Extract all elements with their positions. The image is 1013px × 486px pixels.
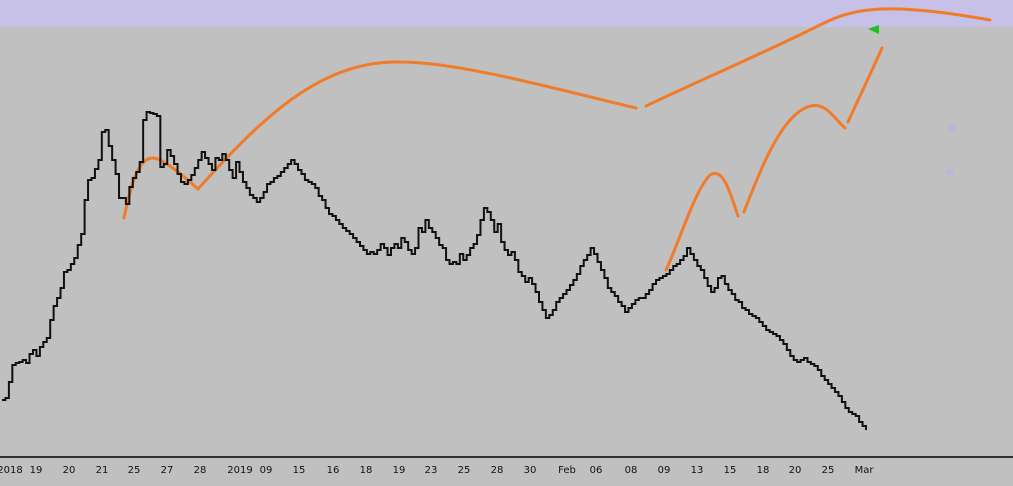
x-tick-label: 20 bbox=[789, 465, 802, 476]
x-tick-label: 27 bbox=[161, 465, 174, 476]
annotation-arc-1 bbox=[122, 60, 638, 220]
x-tick-label: 21 bbox=[96, 465, 109, 476]
annotation-arc-4 bbox=[742, 104, 847, 214]
x-tick-label: Feb bbox=[558, 465, 576, 476]
price-series bbox=[2, 111, 867, 430]
x-tick-label: 15 bbox=[293, 465, 306, 476]
x-tick-label: 20 bbox=[63, 465, 76, 476]
x-tick-label: 19 bbox=[393, 465, 406, 476]
x-tick-label: 18 bbox=[757, 465, 770, 476]
marker-dot-2 bbox=[946, 168, 954, 176]
marker-dot-1 bbox=[949, 124, 957, 132]
annotation-arc-5 bbox=[846, 46, 884, 124]
x-tick-label: 15 bbox=[724, 465, 737, 476]
x-tick-label: Mar bbox=[855, 465, 875, 476]
x-tick-label: 30 bbox=[524, 465, 537, 476]
x-tick-label: 25 bbox=[458, 465, 471, 476]
annotation-layer bbox=[122, 7, 992, 272]
annotation-arc-2 bbox=[644, 7, 992, 108]
x-tick-label: 08 bbox=[625, 465, 638, 476]
x-tick-label: 28 bbox=[194, 465, 207, 476]
x-tick-label: 2019 bbox=[227, 465, 252, 476]
x-tick-label: 28 bbox=[491, 465, 504, 476]
x-tick-label: 06 bbox=[590, 465, 603, 476]
x-tick-label: 16 bbox=[327, 465, 340, 476]
price-layer bbox=[2, 111, 867, 430]
header-band bbox=[0, 0, 1013, 27]
x-tick-label: 25 bbox=[822, 465, 835, 476]
x-tick-label: 18 bbox=[360, 465, 373, 476]
x-tick-label: 23 bbox=[425, 465, 438, 476]
x-axis-ticks: 2018 19 20 21 25 27 28 2019 09 15 16 18 19 23 25 28 30 Fe… bbox=[0, 465, 874, 476]
x-tick-label: 25 bbox=[128, 465, 141, 476]
x-tick-label: 09 bbox=[260, 465, 273, 476]
x-tick-label: 09 bbox=[658, 465, 671, 476]
x-tick-label: 13 bbox=[691, 465, 704, 476]
x-tick-label: 2018 bbox=[0, 465, 23, 476]
x-tick-label: 19 bbox=[30, 465, 43, 476]
green-marker bbox=[868, 25, 879, 34]
annotation-arc-3 bbox=[664, 172, 740, 272]
